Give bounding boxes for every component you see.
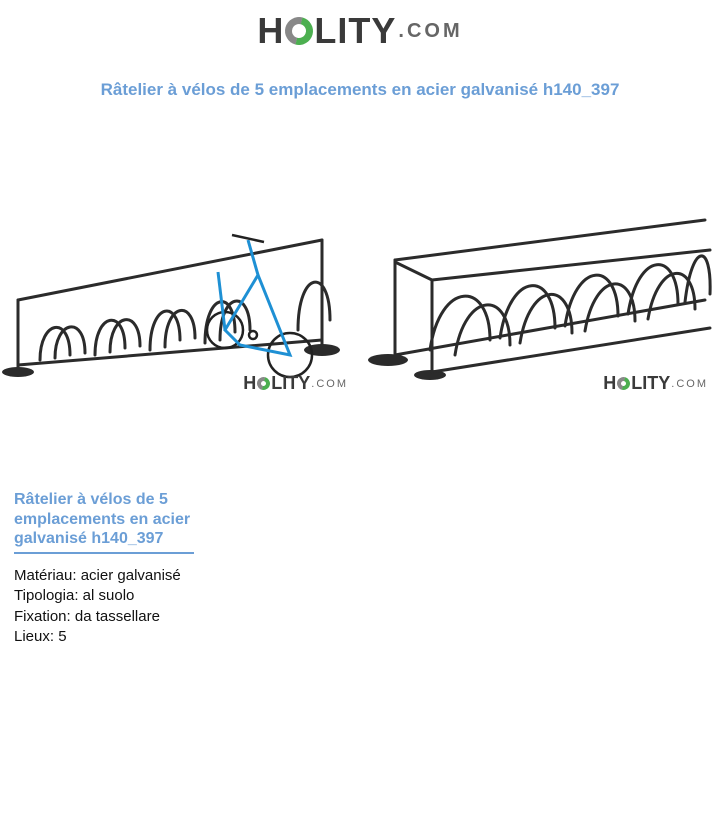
brand-ring-icon (280, 12, 318, 50)
brand-com: .COM (398, 20, 462, 43)
spec-label: Tipologia (14, 587, 74, 604)
watermark-logo: H LITY .COM (243, 373, 348, 394)
spec-value: 5 (58, 628, 66, 645)
watermark-lity: LITY (271, 373, 310, 394)
watermark-com: .COM (311, 378, 348, 390)
watermark-lity: LITY (631, 373, 670, 394)
brand-h: H (257, 10, 284, 52)
spec-line: Tipologia: al suolo (14, 586, 194, 606)
bike-rack-empty-illustration (360, 180, 720, 400)
spec-line: Fixation: da tassellare (14, 607, 194, 627)
product-image-with-bike: H LITY .COM (0, 180, 360, 400)
product-details: Râtelier à vélos de 5 emplacements en ac… (14, 490, 194, 648)
spec-value: da tassellare (75, 608, 160, 625)
watermark-com: .COM (671, 378, 708, 390)
watermark-h: H (603, 373, 616, 394)
product-images-row: H LITY .COM H (0, 180, 720, 400)
watermark-logo: H LITY .COM (603, 373, 708, 394)
spec-value: al suolo (83, 587, 135, 604)
details-title: Râtelier à vélos de 5 emplacements en ac… (14, 490, 194, 554)
brand-lity: LITY (314, 10, 396, 52)
bike-rack-with-bike-illustration (0, 180, 360, 400)
spec-line: Matériau: acier galvanisé (14, 566, 194, 586)
product-image-empty: H LITY .COM (360, 180, 720, 400)
brand-logo-text: H LITY .COM (257, 10, 462, 52)
spec-line: Lieux: 5 (14, 627, 194, 647)
spec-label: Lieux (14, 628, 50, 645)
watermark-ring-icon (255, 375, 273, 393)
brand-logo-top: H LITY .COM (240, 10, 480, 52)
spec-value: acier galvanisé (81, 567, 181, 584)
spec-label: Fixation (14, 608, 67, 625)
page-title: Râtelier à vélos de 5 emplacements en ac… (0, 80, 720, 100)
watermark-h: H (243, 373, 256, 394)
spec-label: Matériau (14, 567, 72, 584)
watermark-ring-icon (615, 375, 633, 393)
